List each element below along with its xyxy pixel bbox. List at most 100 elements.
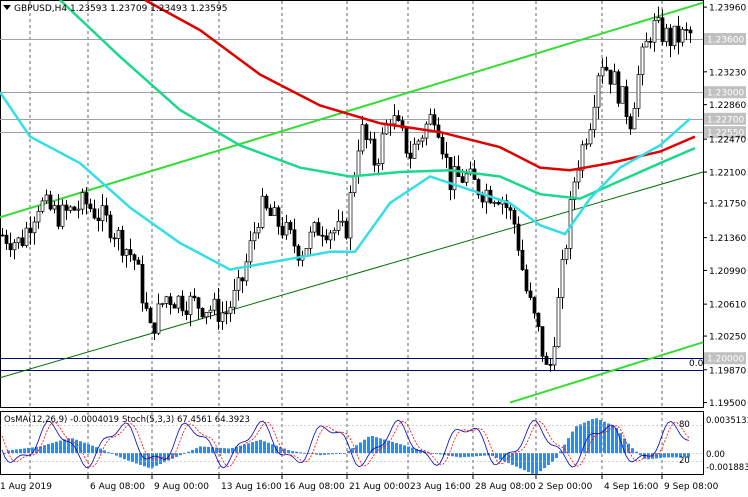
time-axis: 1 Aug 2019 6 Aug 08:00 9 Aug 00:00 13 Aug 1… (0, 475, 719, 492)
osma-bar (491, 453, 494, 457)
ohlc-readout: 1.23593 1.23709 1.23493 1.23595 (70, 4, 227, 14)
candle-body (452, 166, 457, 191)
osma-bar (455, 453, 458, 457)
osma-bar (135, 453, 138, 464)
candle-body (44, 194, 49, 202)
candle-body (116, 229, 121, 239)
upper-channel-line (0, 1, 704, 219)
osma-label: OsMA(12,26,9) -0.0004019 (4, 415, 119, 425)
osma-bar (207, 446, 210, 453)
candle-body (296, 245, 301, 261)
osma-bar (107, 452, 110, 454)
candle-body (344, 220, 349, 239)
osma-bar (567, 438, 570, 453)
candle-body (480, 194, 485, 203)
candle-body (24, 227, 29, 246)
stoch-level-80: 80 (679, 420, 690, 430)
candle-body (280, 226, 285, 236)
osma-bar (471, 453, 474, 457)
candle-body (532, 297, 537, 314)
osma-bar (283, 448, 286, 453)
candle-body (36, 210, 41, 223)
x-tick-label: 13 Aug 16:00 (221, 482, 282, 492)
candle-body (12, 242, 17, 251)
candle-body (524, 269, 529, 292)
candle-body (324, 235, 329, 241)
candle-body (244, 261, 249, 282)
ema-200-line (144, 0, 696, 172)
candle-body (16, 237, 21, 244)
osma-bar (447, 453, 450, 456)
candle-body (356, 150, 361, 177)
candle-body (628, 116, 633, 130)
candle-body (376, 163, 381, 166)
osma-bar (659, 453, 662, 458)
osma-bar (195, 448, 198, 453)
candle-body (396, 115, 401, 122)
candle-body (248, 240, 253, 263)
osma-bar (591, 419, 594, 453)
price-tag (704, 86, 746, 99)
zero-level-label: 0.0 (689, 359, 704, 369)
osma-bar (299, 452, 302, 454)
osma-bar (323, 453, 326, 455)
candle-body (200, 307, 205, 318)
ema-144-line (59, 0, 696, 200)
osma-bar (123, 453, 126, 460)
x-tick-label: 2 Sep 00:00 (538, 482, 593, 492)
candle-body (668, 27, 673, 47)
x-tick-label: 6 Aug 08:00 (90, 482, 145, 492)
candle-body (372, 138, 377, 166)
candle-body (284, 222, 289, 236)
candle-body (252, 232, 257, 242)
candle-body (48, 194, 53, 210)
candle-body (224, 312, 229, 315)
osma-bar (7, 450, 10, 453)
osma-bar (351, 448, 354, 453)
price-tag (704, 112, 746, 125)
osma-bar (499, 453, 502, 460)
osma-bar (547, 453, 550, 465)
osma-level-bottom: -0.001883 (706, 463, 748, 473)
candle-body (584, 143, 589, 146)
osma-bar (347, 450, 350, 453)
candle-body (100, 205, 105, 222)
y-tick-label: 1.19870 (709, 366, 746, 376)
symbol-dropdown-icon[interactable] (3, 5, 11, 10)
osma-bar (631, 448, 634, 453)
osma-bar (131, 453, 134, 463)
osma-bar (59, 440, 62, 453)
candle-body (596, 75, 601, 108)
osma-bar (607, 423, 610, 453)
osma-bar (623, 438, 626, 453)
candle-body (368, 138, 373, 141)
osma-bar (399, 444, 402, 453)
candle-body (528, 290, 533, 298)
x-tick-label: 28 Aug 08:00 (475, 482, 536, 492)
candle-body (496, 201, 501, 205)
osma-bar (55, 441, 58, 453)
osma-bar (11, 449, 14, 453)
osma-bar (419, 450, 422, 453)
candle-body (348, 192, 353, 239)
candle-body (444, 153, 449, 158)
osma-bar (599, 420, 602, 453)
osma-bar (387, 440, 390, 453)
candle-body (288, 222, 293, 231)
stoch-label: Stoch(5,3,3) 67.4561 64.3923 (122, 415, 250, 425)
osma-bar (155, 453, 158, 466)
candle-body (320, 234, 325, 237)
candle-body (576, 169, 581, 183)
osma-bar (247, 443, 250, 453)
stoch-main-line (1, 419, 690, 469)
candle-body (364, 124, 369, 140)
osma-bar (663, 453, 666, 458)
x-tick-label: 9 Aug 00:00 (154, 482, 209, 492)
x-tick-label: 9 Sep 08:00 (664, 482, 719, 492)
osma-bar (235, 446, 238, 453)
osma-bar (603, 421, 606, 453)
candle-body (352, 175, 357, 194)
candle-body (128, 249, 133, 256)
osma-bar (255, 440, 258, 453)
